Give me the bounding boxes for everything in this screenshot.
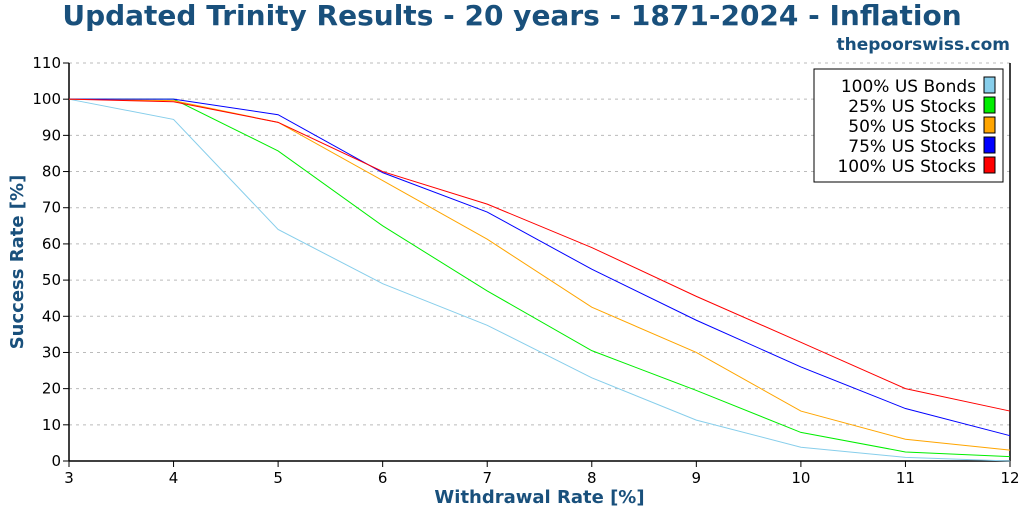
- legend-label: 50% US Stocks: [848, 117, 976, 137]
- y-tick-label: 30: [42, 343, 61, 361]
- legend-swatch: [983, 156, 996, 174]
- y-axis-label: Success Rate [%]: [7, 175, 28, 350]
- series-line-4: [68, 98, 1011, 412]
- y-tick-label: 50: [42, 271, 61, 289]
- y-tick-label: 90: [42, 126, 61, 144]
- legend: [813, 68, 1004, 183]
- y-tick-label: 20: [42, 380, 61, 398]
- series-line-0: [68, 98, 1011, 462]
- x-tick-label: 8: [587, 469, 597, 487]
- legend-label: 100% US Bonds: [841, 77, 976, 97]
- y-tick-label: 60: [42, 235, 61, 253]
- series-line-2: [68, 98, 1011, 451]
- x-tick-label: 7: [482, 469, 492, 487]
- legend-label: 25% US Stocks: [848, 97, 976, 117]
- x-tick-label: 4: [169, 469, 179, 487]
- legend-swatch: [983, 76, 996, 94]
- x-tick-label: 3: [64, 469, 74, 487]
- chart-title: Updated Trinity Results - 20 years - 187…: [62, 0, 962, 32]
- x-tick-label: 5: [273, 469, 283, 487]
- y-tick-label: 40: [42, 307, 61, 325]
- y-tick-label: 70: [42, 199, 61, 217]
- series-line-1: [69, 98, 1011, 458]
- x-tick-label: 10: [791, 469, 810, 487]
- legend-label: 100% US Stocks: [837, 157, 976, 177]
- legend-swatch: [983, 96, 996, 114]
- y-tick-label: 80: [42, 163, 61, 181]
- legend-swatch: [983, 136, 996, 154]
- x-axis-label: Withdrawal Rate [%]: [434, 487, 644, 508]
- y-tick-label: 10: [42, 416, 61, 434]
- x-tick-label: 9: [692, 469, 702, 487]
- legend-label: 75% US Stocks: [848, 137, 976, 157]
- y-tick-label: 110: [32, 54, 61, 72]
- legend-swatch: [983, 116, 996, 134]
- x-tick-label: 12: [1000, 469, 1019, 487]
- x-tick-label: 11: [896, 469, 915, 487]
- series-line-3: [69, 98, 1011, 437]
- y-tick-label: 100: [32, 90, 61, 108]
- x-tick-label: 6: [378, 469, 388, 487]
- watermark: thepoorswiss.com: [836, 35, 1011, 55]
- y-tick-label: 0: [51, 452, 61, 470]
